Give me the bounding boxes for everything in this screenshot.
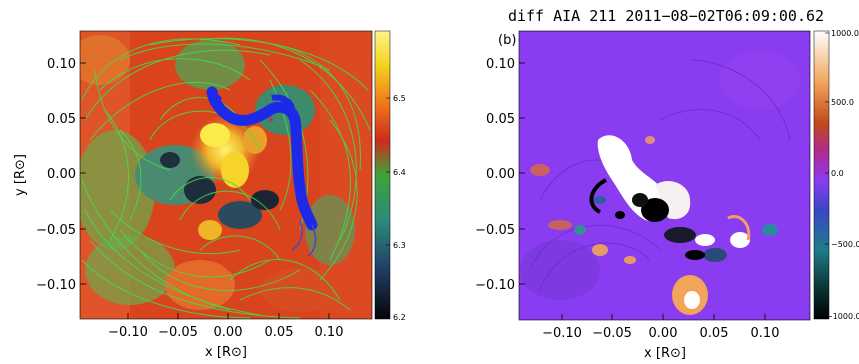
panel-a-colorbar	[374, 30, 391, 320]
panel-a-cb-label: 6.4	[393, 168, 406, 177]
panel-b-xtick: −0.05	[592, 326, 632, 341]
panel-a-ytick: −0.10	[36, 278, 76, 293]
panel-b-xlabel: x [R⊙]	[644, 346, 686, 361]
panel-b-cb-label: 0.0	[831, 169, 844, 178]
panel-b-frame	[518, 30, 811, 321]
marker-star: *	[268, 115, 274, 129]
panel-a-cb-label: 6.5	[393, 94, 406, 103]
panel-a-label: (a)	[50, 33, 68, 48]
panel-a-ytick: 0.05	[47, 112, 76, 127]
panel-b-xtick: 0.10	[751, 326, 780, 341]
panel-a-ytick: 0.10	[47, 57, 76, 72]
panel-a-colorbar-ticks	[386, 97, 390, 317]
panel-a-cb-label: 6.2	[393, 313, 406, 322]
panel-b-cb-label: 1000.0	[831, 29, 859, 38]
flare-features	[530, 135, 778, 315]
panel-a-ytick: −0.05	[36, 223, 76, 238]
flux-rope: *	[206, 86, 318, 257]
panel-a-ylabel: y [R⊙]	[13, 154, 28, 196]
panel-a-xtick: −0.10	[108, 325, 148, 340]
panel-b-xtick: 0.05	[700, 326, 729, 341]
panel-b-title: diff AIA 211 2011−08−02T06:09:00.62	[508, 7, 824, 25]
panel-a-frame	[79, 30, 373, 320]
panel-b-label: (b)	[498, 33, 516, 48]
panel-a-ytick: 0.00	[47, 167, 76, 182]
panel-b-ytick: −0.10	[475, 278, 515, 293]
panel-b-cb-label: −500.0	[831, 240, 859, 249]
panel-a-xtick: 0.00	[214, 325, 243, 340]
panel-b-ytick: 0.10	[486, 57, 515, 72]
panel-a-xlabel: x [R⊙]	[205, 345, 247, 360]
panel-b-colorbar-ticks	[825, 32, 829, 317]
panel-b-tick-marks	[519, 62, 766, 320]
panel-b-ytick: 0.00	[486, 167, 515, 182]
panel-a-map: *	[80, 31, 372, 319]
panel-b-cb-label: −1000.0	[826, 312, 859, 321]
panel-b-ytick: −0.05	[475, 223, 515, 238]
panel-b-xtick: −0.10	[542, 326, 582, 341]
panel-a-xtick: 0.05	[265, 325, 294, 340]
panel-b-map	[519, 31, 810, 320]
panel-b-ytick: 0.05	[486, 112, 515, 127]
panel-a-cb-label: 6.3	[393, 241, 406, 250]
panel-b-colorbar	[813, 30, 830, 320]
panel-a-tick-marks	[80, 62, 330, 319]
panel-b-xtick: 0.00	[649, 326, 678, 341]
panel-a-xtick: −0.05	[158, 325, 198, 340]
field-lines	[81, 37, 371, 319]
panel-b-cb-label: 500.0	[831, 98, 854, 107]
panel-a-xtick: 0.10	[315, 325, 344, 340]
